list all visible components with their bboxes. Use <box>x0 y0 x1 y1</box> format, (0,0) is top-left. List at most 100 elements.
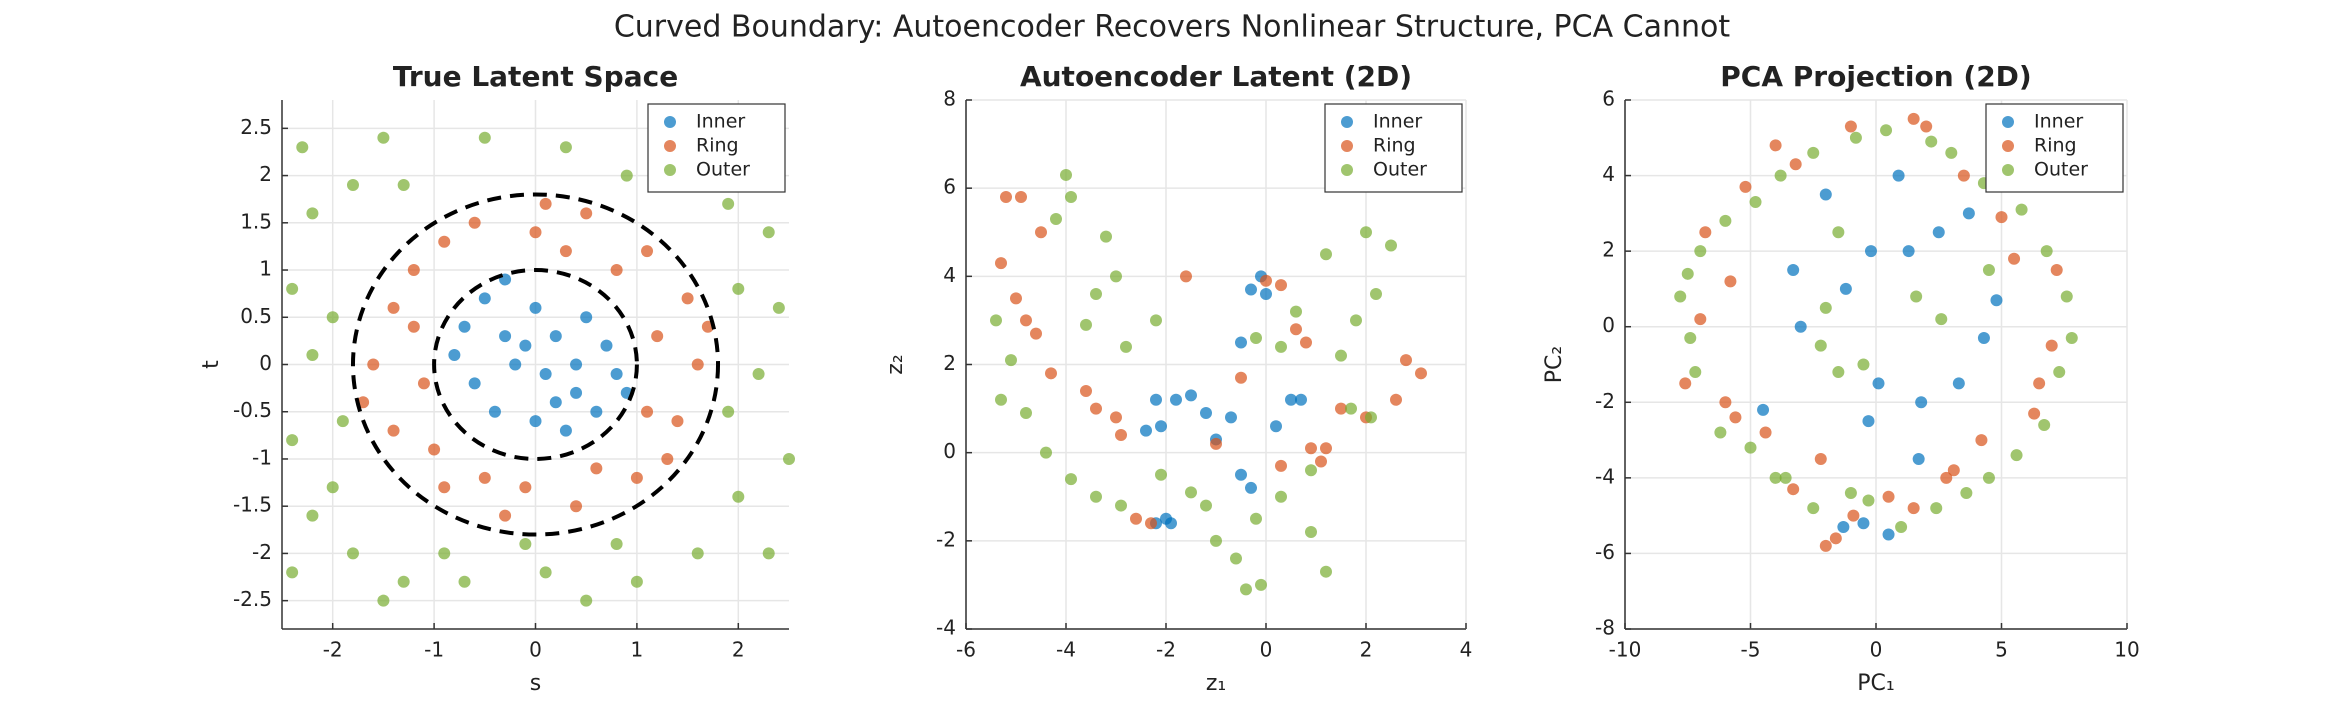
x-tick-label: 5 <box>1995 638 2008 662</box>
point <box>478 471 491 484</box>
point <box>1847 509 1860 522</box>
legend-marker <box>664 164 676 176</box>
point <box>2050 264 2063 277</box>
point <box>1130 512 1142 525</box>
point <box>539 367 552 380</box>
point <box>1819 539 1832 552</box>
point <box>1080 318 1092 331</box>
point <box>1907 112 1920 125</box>
legend-label: Outer <box>1373 159 1427 181</box>
point <box>478 292 491 305</box>
point <box>2053 366 2066 379</box>
legend-marker <box>664 140 676 152</box>
point <box>1250 512 1262 525</box>
point <box>559 245 572 258</box>
point <box>1940 471 1953 484</box>
legend-label: Inner <box>696 111 745 133</box>
point <box>2038 418 2051 431</box>
legend-label: Ring <box>1373 135 1416 157</box>
point <box>1925 135 1938 148</box>
point <box>1814 339 1827 352</box>
x-tick-label: 4 <box>1460 638 1473 662</box>
y-tick-label: -2 <box>1595 389 1615 413</box>
point <box>1385 239 1397 252</box>
point <box>1724 275 1737 288</box>
point <box>1837 520 1850 533</box>
point <box>458 320 471 333</box>
point <box>1335 402 1347 415</box>
point <box>2008 252 2021 265</box>
boundary-circle <box>350 192 721 537</box>
point <box>1774 169 1787 182</box>
point <box>1060 168 1072 181</box>
axes: True Latent Space -2 -1 0 1 2 -2.5 -2 -1.5 -1 -0.5… <box>199 60 795 696</box>
point <box>1150 314 1162 327</box>
point <box>1844 486 1857 499</box>
point <box>1115 429 1127 442</box>
point <box>1110 270 1122 283</box>
point <box>1140 424 1152 437</box>
point <box>1030 327 1042 340</box>
point <box>1275 490 1287 503</box>
point <box>1350 314 1362 327</box>
y-tick-label: 0 <box>1602 313 1615 337</box>
point <box>1807 502 1820 515</box>
x-tick-label: -2 <box>323 638 343 662</box>
point <box>630 471 643 484</box>
point <box>519 339 532 352</box>
y-tick-label: 2 <box>259 162 272 186</box>
point <box>458 575 471 588</box>
point <box>610 264 623 277</box>
point <box>1832 366 1845 379</box>
point <box>1995 211 2008 224</box>
point <box>306 349 319 362</box>
legend-marker <box>1341 116 1353 128</box>
point <box>1090 402 1102 415</box>
point <box>336 415 349 428</box>
point <box>1757 403 1770 416</box>
point <box>590 462 603 475</box>
point <box>1065 190 1077 203</box>
point <box>1977 332 1990 345</box>
point <box>570 358 583 371</box>
point <box>1749 196 1762 209</box>
point <box>1674 290 1687 303</box>
point <box>438 547 451 560</box>
point <box>752 367 765 380</box>
y-tick-label: 0 <box>943 439 956 463</box>
x-tick-label: 0 <box>1260 638 1273 662</box>
point <box>1010 292 1022 305</box>
point <box>1090 287 1102 300</box>
point <box>1020 406 1032 419</box>
y-tick-label: 0.5 <box>240 304 272 328</box>
point <box>1250 332 1262 345</box>
point <box>1260 287 1272 300</box>
point <box>1050 213 1062 226</box>
point <box>1962 207 1975 220</box>
point <box>1915 396 1928 409</box>
x-tick-label: 2 <box>732 638 745 662</box>
point <box>1290 323 1302 336</box>
point <box>1920 120 1933 133</box>
y-tick-label: -0.5 <box>233 398 272 422</box>
point <box>407 320 420 333</box>
point <box>1930 502 1943 515</box>
point <box>1320 442 1332 455</box>
point <box>1370 287 1382 300</box>
point <box>1769 139 1782 152</box>
point <box>1807 146 1820 159</box>
point <box>610 367 623 380</box>
point <box>1180 270 1192 283</box>
point <box>529 301 542 314</box>
point <box>417 377 430 390</box>
y-tick-label: -8 <box>1595 616 1615 640</box>
point <box>306 509 319 522</box>
axes: PCA Projection (2D) -10 -5 0 5 10 -8 -6 -4 -2 0 2 4 6… <box>1542 60 2140 696</box>
point <box>1200 406 1212 419</box>
axes-title: Autoencoder Latent (2D) <box>1020 60 1412 93</box>
point <box>1185 389 1197 402</box>
point <box>1902 245 1915 258</box>
y-axis-label: PC₂ <box>1542 346 1567 383</box>
point <box>559 141 572 154</box>
y-tick-label: 4 <box>1602 162 1615 186</box>
